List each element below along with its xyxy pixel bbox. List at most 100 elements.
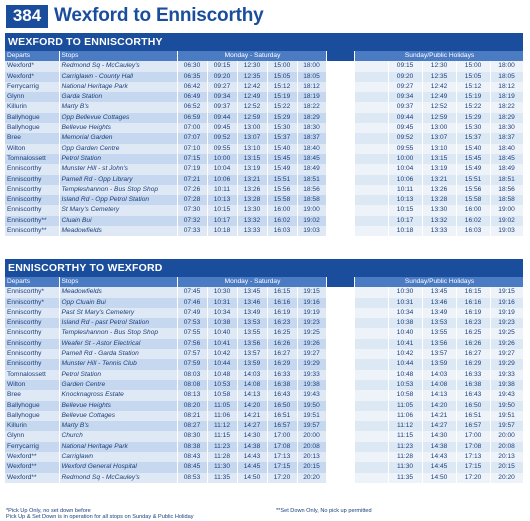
weekday-time-cell: 08:20 [177,400,208,411]
weekday-time-cell: 09:55 [207,143,238,154]
departs-cell: Bree [5,390,60,401]
departs-cell: Enniscorthy [5,338,60,350]
weekday-time-cell: 18:19 [297,92,327,103]
weekday-time-cell: 07:55 [177,328,208,339]
sunday-time-cell: 10:42 [388,349,423,360]
weekday-time-cell: 06:49 [177,92,208,103]
weekday-time-cell: 08:13 [177,390,208,401]
sunday-time-cell: 13:59 [422,359,457,370]
sunday-time-cell: 18:12 [490,81,524,93]
weekday-time-cell: 07:56 [177,338,208,350]
column-gap [326,143,355,154]
sunday-time-cell: 10:53 [388,379,423,391]
weekday-time-cell: 10:30 [207,287,238,298]
weekday-time-cell: 16:43 [267,390,298,401]
sunday-time-cell: 09:20 [388,71,423,82]
column-gap [326,51,355,62]
weekday-time-cell: 08:43 [177,452,208,463]
weekday-time-cell: 07:33 [177,226,208,237]
sunday-time-cell: 13:21 [422,174,457,185]
column-gap [326,226,355,237]
weekday-time-cell: 11:06 [207,410,238,422]
sunday-time-cell: 16:33 [456,369,491,380]
sunday-time-cell: 13:33 [422,226,457,237]
sunday-time-cell: 16:15 [456,287,491,298]
stop-cell: Munster Hill - Tennis Club [59,359,178,370]
weekday-time-cell: 10:40 [207,328,238,339]
sunday-time-cell: 15:51 [456,174,491,185]
table-row: Wexford** Carriglawn 08:43 11:28 14:43 17:13 2… [5,452,524,463]
weekday-time-cell: 14:27 [237,421,268,432]
sunday-empty-cell [354,61,389,72]
weekday-time-cell: 12:49 [237,92,268,103]
stop-cell: Bellevue Heights [59,123,178,134]
weekday-time-cell: 10:44 [207,359,238,370]
sunday-time-cell: 18:22 [490,102,524,113]
sunday-time-cell: 15:58 [456,195,491,206]
sunday-time-cell: 16:26 [456,338,491,350]
weekday-time-cell: 08:21 [177,410,208,422]
sunday-time-cell: 09:55 [388,143,423,154]
sunday-time-cell: 18:45 [490,153,524,165]
weekday-time-cell: 10:53 [207,379,238,391]
weekday-time-cell: 15:56 [267,184,298,196]
stop-cell: Marty B's [59,102,178,113]
departs-cell: Enniscorthy [5,164,60,175]
stop-cell: Parnell Rd - Garda Station [59,349,178,360]
table-row: Wexford* Carriglawn - County Hall 06:35 09:… [5,71,524,82]
weekday-time-cell: 18:22 [297,102,327,113]
sunday-empty-cell [354,174,389,185]
weekday-time-cell: 18:00 [297,61,327,72]
sunday-time-cell: 12:49 [422,92,457,103]
weekday-time-cell: 13:21 [237,174,268,185]
weekday-time-cell: 10:41 [207,338,238,350]
table-row: Enniscorthy* Meadowfields 07:45 10:30 13:45 1… [5,287,524,298]
column-gap [326,81,355,93]
weekday-time-cell: 19:16 [297,297,327,308]
weekday-time-cell: 09:15 [207,61,238,72]
sunday-time-cell: 14:45 [422,462,457,473]
column-gap [326,112,355,124]
departs-cell: Ballyhogue [5,123,60,134]
weekday-time-cell: 07:45 [177,287,208,298]
sunday-time-cell: 16:43 [456,390,491,401]
sunday-time-cell: 14:50 [422,472,457,483]
section-title: WEXFORD TO ENNISCORTHY [8,36,163,48]
sunday-empty-cell [354,462,389,473]
sunday-empty-cell [354,441,389,453]
weekday-time-cell: 18:56 [297,184,327,196]
sunday-time-cell: 19:33 [490,369,524,380]
weekday-time-cell: 13:55 [237,328,268,339]
sunday-time-cell: 16:51 [456,410,491,422]
sunday-time-cell: 15:00 [456,61,491,72]
weekday-time-cell: 12:52 [237,102,268,113]
sunday-empty-cell [354,81,389,93]
sunday-time-cell: 20:08 [490,441,524,453]
table-row: Ferrycarrig National Heritage Park 06:42 09… [5,81,524,93]
sunday-empty-cell [354,215,389,227]
sunday-time-cell: 13:55 [422,328,457,339]
sunday-empty-cell [354,297,389,308]
weekday-time-cell: 16:15 [267,287,298,298]
sunday-time-cell: 13:32 [422,215,457,227]
sunday-column-header: Sunday/Public Holidays [354,51,524,62]
stop-cell: Church [59,431,178,442]
weekday-time-cell: 16:27 [267,349,298,360]
sunday-empty-cell [354,153,389,165]
timetable-section-wexford-to-enniscorthy: WEXFORD TO ENNISCORTHY Departs Stops Monday… [5,33,524,237]
column-gap [326,318,355,329]
column-gap [326,390,355,401]
departs-cell: Ballyhogue [5,112,60,124]
weekday-time-cell: 19:02 [297,215,327,227]
column-gap [326,379,355,391]
sunday-empty-cell [354,431,389,442]
stop-cell: Opp Garden Centre [59,143,178,154]
sunday-time-cell: 11:06 [388,410,423,422]
sunday-time-cell: 15:49 [456,164,491,175]
weekday-time-cell: 19:51 [297,410,327,422]
sunday-time-cell: 19:43 [490,390,524,401]
sunday-empty-cell [354,379,389,391]
weekday-time-cell: 10:38 [207,318,238,329]
stop-cell: Petrol Station [59,153,178,165]
column-gap [326,297,355,308]
